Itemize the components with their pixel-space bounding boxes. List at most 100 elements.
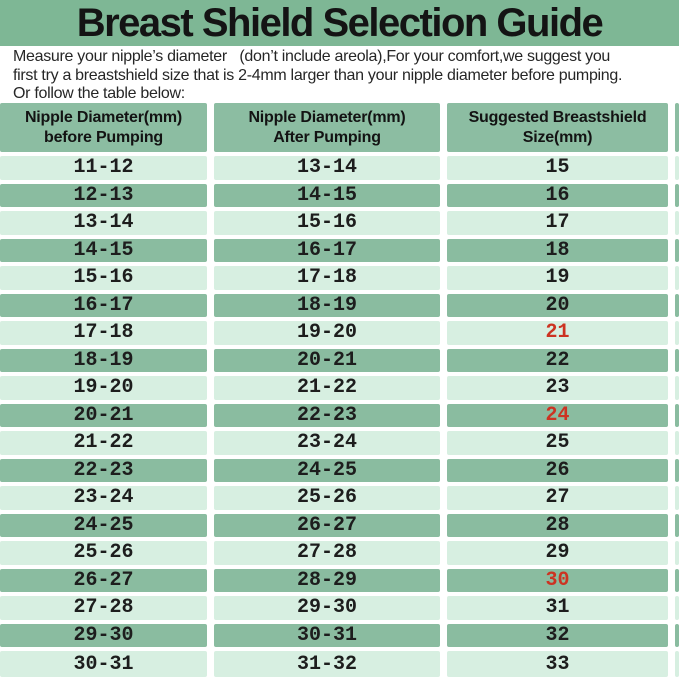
cell-diameter-before: 30-31 [0,651,207,677]
cell-diameter-before: 11-12 [0,156,207,180]
cell-diameter-after: 15-16 [214,211,440,235]
cell-diameter-after: 20-21 [214,348,440,372]
cell-diameter-after: 28-29 [214,568,440,592]
cell-diameter-before: 19-20 [0,376,207,400]
cell-shield-size: 31 [447,596,668,620]
table-edge-sliver [675,348,679,372]
table-edge-sliver [675,403,679,427]
page-title: Breast Shield Selection Guide [76,0,604,45]
header-line: Nipple Diameter(mm) [24,108,183,126]
intro-line-3: Or follow the table below: [13,85,185,102]
header-line: before Pumping [44,128,163,146]
table-edge-sliver [675,541,679,565]
cell-shield-size: 17 [447,211,668,235]
table-row: 15-16 17-18 19 [0,266,679,290]
header-line: Suggested Breastshield [468,108,647,126]
table-edge-sliver [675,376,679,400]
cell-shield-size: 28 [447,513,668,537]
cell-diameter-before: 17-18 [0,321,207,345]
table-edge-sliver [675,623,679,647]
cell-shield-size: 18 [447,238,668,262]
table-edge-sliver [675,431,679,455]
cell-shield-size: 15 [447,156,668,180]
cell-shield-size: 20 [447,293,668,317]
cell-diameter-after: 17-18 [214,266,440,290]
cell-diameter-after: 18-19 [214,293,440,317]
table-edge-sliver [675,293,679,317]
table-edge-sliver [675,513,679,537]
table-row: 19-20 21-22 23 [0,376,679,400]
intro-text: Measure your nipple’s diameter (don’t in… [0,46,679,103]
cell-shield-size: 26 [447,458,668,482]
cell-shield-size: 16 [447,183,668,207]
table-row: 14-15 16-17 18 [0,238,679,262]
table-row: 16-17 18-19 20 [0,293,679,317]
cell-diameter-after: 21-22 [214,376,440,400]
table-row: 30-31 31-32 33 [0,651,679,677]
table-edge-sliver [675,651,679,677]
table-edge-sliver [675,458,679,482]
table-edge-sliver [675,211,679,235]
cell-diameter-before: 13-14 [0,211,207,235]
cell-shield-size: 33 [447,651,668,677]
cell-diameter-before: 16-17 [0,293,207,317]
cell-shield-size: 22 [447,348,668,372]
table-row: 13-14 15-16 17 [0,211,679,235]
table-edge-sliver [675,568,679,592]
cell-diameter-before: 26-27 [0,568,207,592]
cell-diameter-after: 30-31 [214,623,440,647]
table-edge-sliver [675,183,679,207]
header-before-pumping: Nipple Diameter(mm) before Pumping [0,103,207,152]
table-row: 18-19 20-21 22 [0,348,679,372]
cell-diameter-after: 24-25 [214,458,440,482]
table-edge-sliver [675,103,679,152]
header-after-pumping: Nipple Diameter(mm) After Pumping [214,103,440,152]
table-row: 26-27 28-29 30 [0,568,679,592]
cell-diameter-before: 23-24 [0,486,207,510]
table-row: 17-18 19-20 21 [0,321,679,345]
table-row: 21-22 23-24 25 [0,431,679,455]
title-band: Breast Shield Selection Guide [0,0,679,46]
cell-diameter-before: 20-21 [0,403,207,427]
header-line: Nipple Diameter(mm) [248,108,406,126]
header-line: After Pumping [273,128,381,146]
cell-diameter-after: 29-30 [214,596,440,620]
header-line: Size(mm) [522,128,593,146]
cell-diameter-after: 13-14 [214,156,440,180]
table-edge-sliver [675,238,679,262]
cell-diameter-before: 24-25 [0,513,207,537]
cell-diameter-after: 31-32 [214,651,440,677]
table-edge-sliver [675,486,679,510]
cell-diameter-before: 15-16 [0,266,207,290]
table-row: 29-30 30-31 32 [0,623,679,647]
selection-table: Nipple Diameter(mm) before Pumping Nippl… [0,103,679,677]
intro-line-1: Measure your nipple’s diameter (don’t in… [13,48,611,65]
intro-line-2: first try a breastshield size that is 2-… [13,66,623,84]
table-edge-sliver [675,266,679,290]
table-body: 11-12 13-14 15 12-13 14-15 16 13-14 15-16 17 14-1… [0,156,679,677]
cell-diameter-before: 25-26 [0,541,207,565]
table-row: 22-23 24-25 26 [0,458,679,482]
cell-shield-size: 27 [447,486,668,510]
header-suggested-size: Suggested Breastshield Size(mm) [447,103,668,152]
cell-diameter-before: 22-23 [0,458,207,482]
cell-shield-size: 29 [447,541,668,565]
table-row: 12-13 14-15 16 [0,183,679,207]
table-row: 24-25 26-27 28 [0,513,679,537]
cell-diameter-before: 27-28 [0,596,207,620]
cell-diameter-after: 22-23 [214,403,440,427]
table-edge-sliver [675,156,679,180]
table-header-row: Nipple Diameter(mm) before Pumping Nippl… [0,103,679,152]
cell-diameter-after: 14-15 [214,183,440,207]
cell-diameter-before: 29-30 [0,623,207,647]
table-row: 11-12 13-14 15 [0,156,679,180]
cell-shield-size: 19 [447,266,668,290]
cell-shield-size: 24 [447,403,668,427]
cell-shield-size: 25 [447,431,668,455]
cell-diameter-before: 18-19 [0,348,207,372]
cell-diameter-after: 23-24 [214,431,440,455]
table-row: 27-28 29-30 31 [0,596,679,620]
cell-shield-size: 21 [447,321,668,345]
table-edge-sliver [675,596,679,620]
